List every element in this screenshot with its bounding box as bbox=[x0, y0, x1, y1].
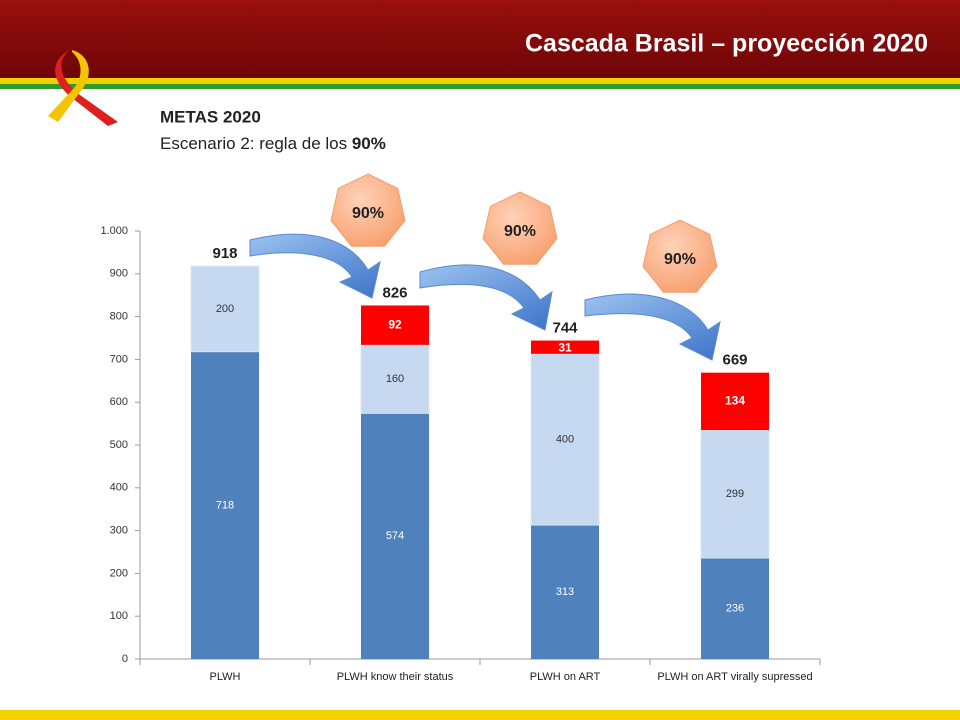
plot: 0 100 200 300 400 500 600 700 800 900 1.000 PLWH 718… bbox=[100, 225, 821, 683]
bar-segment bbox=[700, 429, 770, 559]
y-tick-label: 900 bbox=[110, 268, 128, 280]
slide-title: Cascada Brasil – proyección 2020 bbox=[525, 30, 928, 58]
header-stripe bbox=[0, 84, 960, 89]
x-tick-label: PLWH know their status bbox=[337, 671, 454, 683]
value-label: 31 bbox=[558, 340, 572, 354]
bar-segment bbox=[531, 340, 599, 354]
x-tick-label: PLWH bbox=[210, 671, 241, 683]
y-tick-label: 500 bbox=[110, 439, 128, 451]
value-label: 236 bbox=[726, 602, 744, 614]
y-tick-label: 700 bbox=[110, 353, 128, 365]
y-tick-label: 600 bbox=[110, 396, 128, 408]
ribbon-logo bbox=[48, 50, 118, 126]
bar-segment bbox=[190, 265, 260, 353]
value-label: 92 bbox=[388, 317, 402, 331]
value-label: 313 bbox=[556, 586, 574, 598]
bar-segment bbox=[531, 525, 599, 659]
bar-segment bbox=[360, 344, 430, 414]
total-label: 669 bbox=[722, 352, 747, 369]
value-label: 200 bbox=[216, 303, 234, 315]
value-label: 160 bbox=[386, 373, 404, 385]
value-label: 400 bbox=[556, 433, 574, 445]
value-label: 574 bbox=[386, 530, 404, 542]
bar-segment bbox=[191, 351, 259, 659]
y-tick-label: 400 bbox=[110, 482, 128, 494]
header-band bbox=[0, 0, 960, 78]
value-label: 718 bbox=[216, 499, 234, 511]
heading: METAS 2020 bbox=[160, 107, 261, 126]
bar-segment bbox=[530, 353, 600, 526]
badge-label: 90% bbox=[664, 251, 696, 268]
badge bbox=[482, 191, 558, 265]
x-tick-label: PLWH on ART bbox=[530, 671, 601, 683]
footer-stripe bbox=[0, 710, 960, 720]
bar-segment bbox=[361, 413, 429, 659]
bar-segment bbox=[701, 372, 769, 431]
subtitle-text: Escenario 2: regla de los bbox=[160, 134, 347, 153]
y-tick-label: 1.000 bbox=[100, 225, 128, 237]
y-tick-label: 100 bbox=[110, 610, 128, 622]
arrows bbox=[249, 233, 721, 361]
badge bbox=[330, 173, 406, 247]
subtitle: Escenario 2: regla de los 90% bbox=[160, 134, 386, 153]
subtitle-bold: 90% bbox=[352, 134, 386, 153]
total-label: 826 bbox=[382, 284, 407, 301]
total-label: 918 bbox=[212, 245, 237, 262]
badge-label: 90% bbox=[352, 205, 384, 222]
y-tick-label: 200 bbox=[110, 567, 128, 579]
x-tick-label: PLWH on ART virally supressed bbox=[657, 671, 812, 683]
badges: 90% 90% 90% bbox=[330, 173, 718, 293]
total-label: 744 bbox=[552, 320, 578, 337]
bar-segment bbox=[701, 557, 769, 659]
header-stripe bbox=[0, 78, 960, 84]
badge bbox=[642, 219, 718, 293]
bar-segment bbox=[361, 305, 429, 345]
value-label: 299 bbox=[726, 488, 744, 500]
y-tick-label: 0 bbox=[122, 653, 128, 665]
y-tick-label: 300 bbox=[110, 525, 128, 537]
value-label: 134 bbox=[725, 394, 745, 408]
badge-label: 90% bbox=[504, 223, 536, 240]
y-tick-label: 800 bbox=[110, 311, 128, 323]
